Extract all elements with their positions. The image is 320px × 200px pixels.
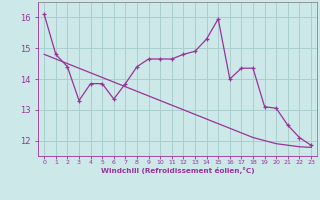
X-axis label: Windchill (Refroidissement éolien,°C): Windchill (Refroidissement éolien,°C) (101, 167, 254, 174)
